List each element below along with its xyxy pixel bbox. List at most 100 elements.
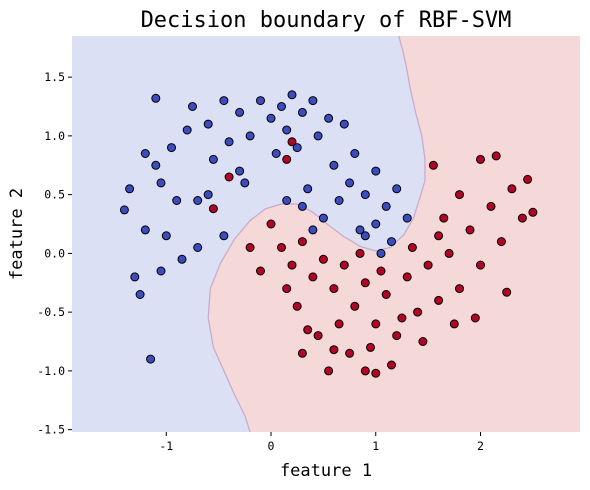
class-1-point — [360, 278, 370, 288]
class-0-point — [297, 201, 307, 211]
x-tick-label: 1 — [372, 439, 379, 453]
class-0-point — [203, 119, 213, 129]
class-1-point — [402, 272, 412, 282]
class-1-point — [366, 342, 375, 352]
x-tick-label: -1 — [159, 439, 173, 453]
class-0-point — [235, 166, 245, 176]
class-0-point — [277, 102, 286, 111]
class-0-point — [208, 154, 218, 164]
class-1-point — [476, 260, 485, 270]
class-1-point — [486, 201, 496, 211]
class-1-point — [428, 160, 438, 170]
class-1-point — [423, 260, 433, 270]
class-0-point — [161, 231, 171, 241]
class-1-point — [360, 366, 370, 376]
class-1-point — [439, 213, 449, 223]
y-tick-label: -0.5 — [37, 305, 65, 319]
class-1-point — [507, 184, 517, 194]
class-0-point — [193, 243, 203, 252]
class-1-point — [381, 290, 391, 299]
class-1-point — [434, 231, 444, 241]
class-1-point — [324, 366, 334, 376]
class-1-point — [287, 137, 297, 147]
class-1-point — [339, 260, 349, 270]
class-1-point — [297, 348, 307, 358]
class-0-point — [387, 237, 396, 247]
class-0-region — [72, 36, 425, 432]
class-1-point — [465, 225, 475, 235]
class-1-point — [318, 254, 328, 264]
class-1-point — [455, 284, 464, 294]
class-1-point — [434, 295, 444, 305]
class-0-point — [360, 190, 370, 200]
x-axis-ticks: -1 0 1 2 — [159, 432, 484, 453]
class-0-point — [167, 143, 176, 153]
decision-boundary-line — [207, 36, 426, 432]
class-0-point — [182, 125, 192, 135]
class-0-point — [339, 119, 349, 129]
class-0-point — [334, 196, 344, 205]
class-0-point — [219, 231, 229, 241]
y-tick-label: 0.0 — [44, 246, 65, 260]
class-1-point — [397, 313, 407, 323]
class-1-point — [496, 237, 506, 247]
y-tick-label: 1.0 — [44, 129, 65, 143]
class-0-point — [324, 113, 334, 123]
class-1-point — [345, 348, 355, 358]
class-1-point — [266, 219, 276, 229]
class-0-point — [297, 107, 307, 117]
class-1-point — [245, 243, 255, 252]
class-1-point — [287, 260, 297, 270]
chart-title: Decision boundary of RBF-SVM — [141, 8, 512, 33]
class-0-point — [156, 266, 166, 276]
class-0-point — [172, 196, 182, 205]
class-0-point — [151, 93, 161, 103]
y-axis-label: feature 2 — [7, 188, 27, 280]
scatter-points — [119, 90, 538, 378]
class-0-point — [303, 184, 313, 194]
class-0-point — [203, 190, 213, 200]
class-0-point — [245, 131, 255, 141]
class-1-point — [371, 319, 381, 329]
class-0-point — [156, 178, 166, 188]
class-1-point — [308, 272, 318, 282]
y-tick-label: -1.0 — [37, 364, 65, 378]
class-0-point — [125, 184, 135, 194]
y-tick-label: 0.5 — [44, 188, 65, 202]
class-0-point — [371, 219, 381, 229]
class-1-point — [528, 207, 538, 217]
class-0-point — [345, 178, 355, 188]
class-1-point — [517, 213, 527, 223]
class-1-point — [292, 301, 302, 311]
class-0-point — [329, 160, 339, 170]
class-1-point — [376, 266, 386, 276]
class-0-point — [188, 102, 197, 111]
class-0-point — [235, 107, 245, 117]
class-0-point — [392, 184, 402, 194]
class-1-point — [418, 337, 428, 346]
class-1-point — [444, 248, 454, 258]
class-0-point — [350, 149, 360, 158]
y-tick-label: -1.5 — [37, 423, 65, 437]
class-1-point — [476, 154, 485, 164]
class-0-point — [360, 231, 370, 241]
class-0-point — [402, 213, 412, 223]
class-1-point — [313, 331, 323, 341]
class-1-point — [329, 284, 339, 294]
class-1-point — [407, 243, 417, 252]
class-0-point — [130, 272, 140, 282]
class-0-point — [219, 96, 229, 106]
class-0-point — [140, 225, 150, 235]
class-0-point — [266, 113, 276, 123]
class-0-point — [318, 213, 328, 223]
class-1-point — [502, 287, 512, 297]
class-0-point — [256, 96, 265, 106]
class-0-point — [224, 137, 234, 147]
class-0-point — [135, 290, 145, 299]
class-1-point — [470, 313, 480, 323]
class-1-point — [224, 172, 234, 182]
x-axis-label: feature 1 — [280, 461, 372, 481]
x-tick-label: 2 — [477, 439, 484, 453]
class-1-point — [329, 345, 339, 355]
